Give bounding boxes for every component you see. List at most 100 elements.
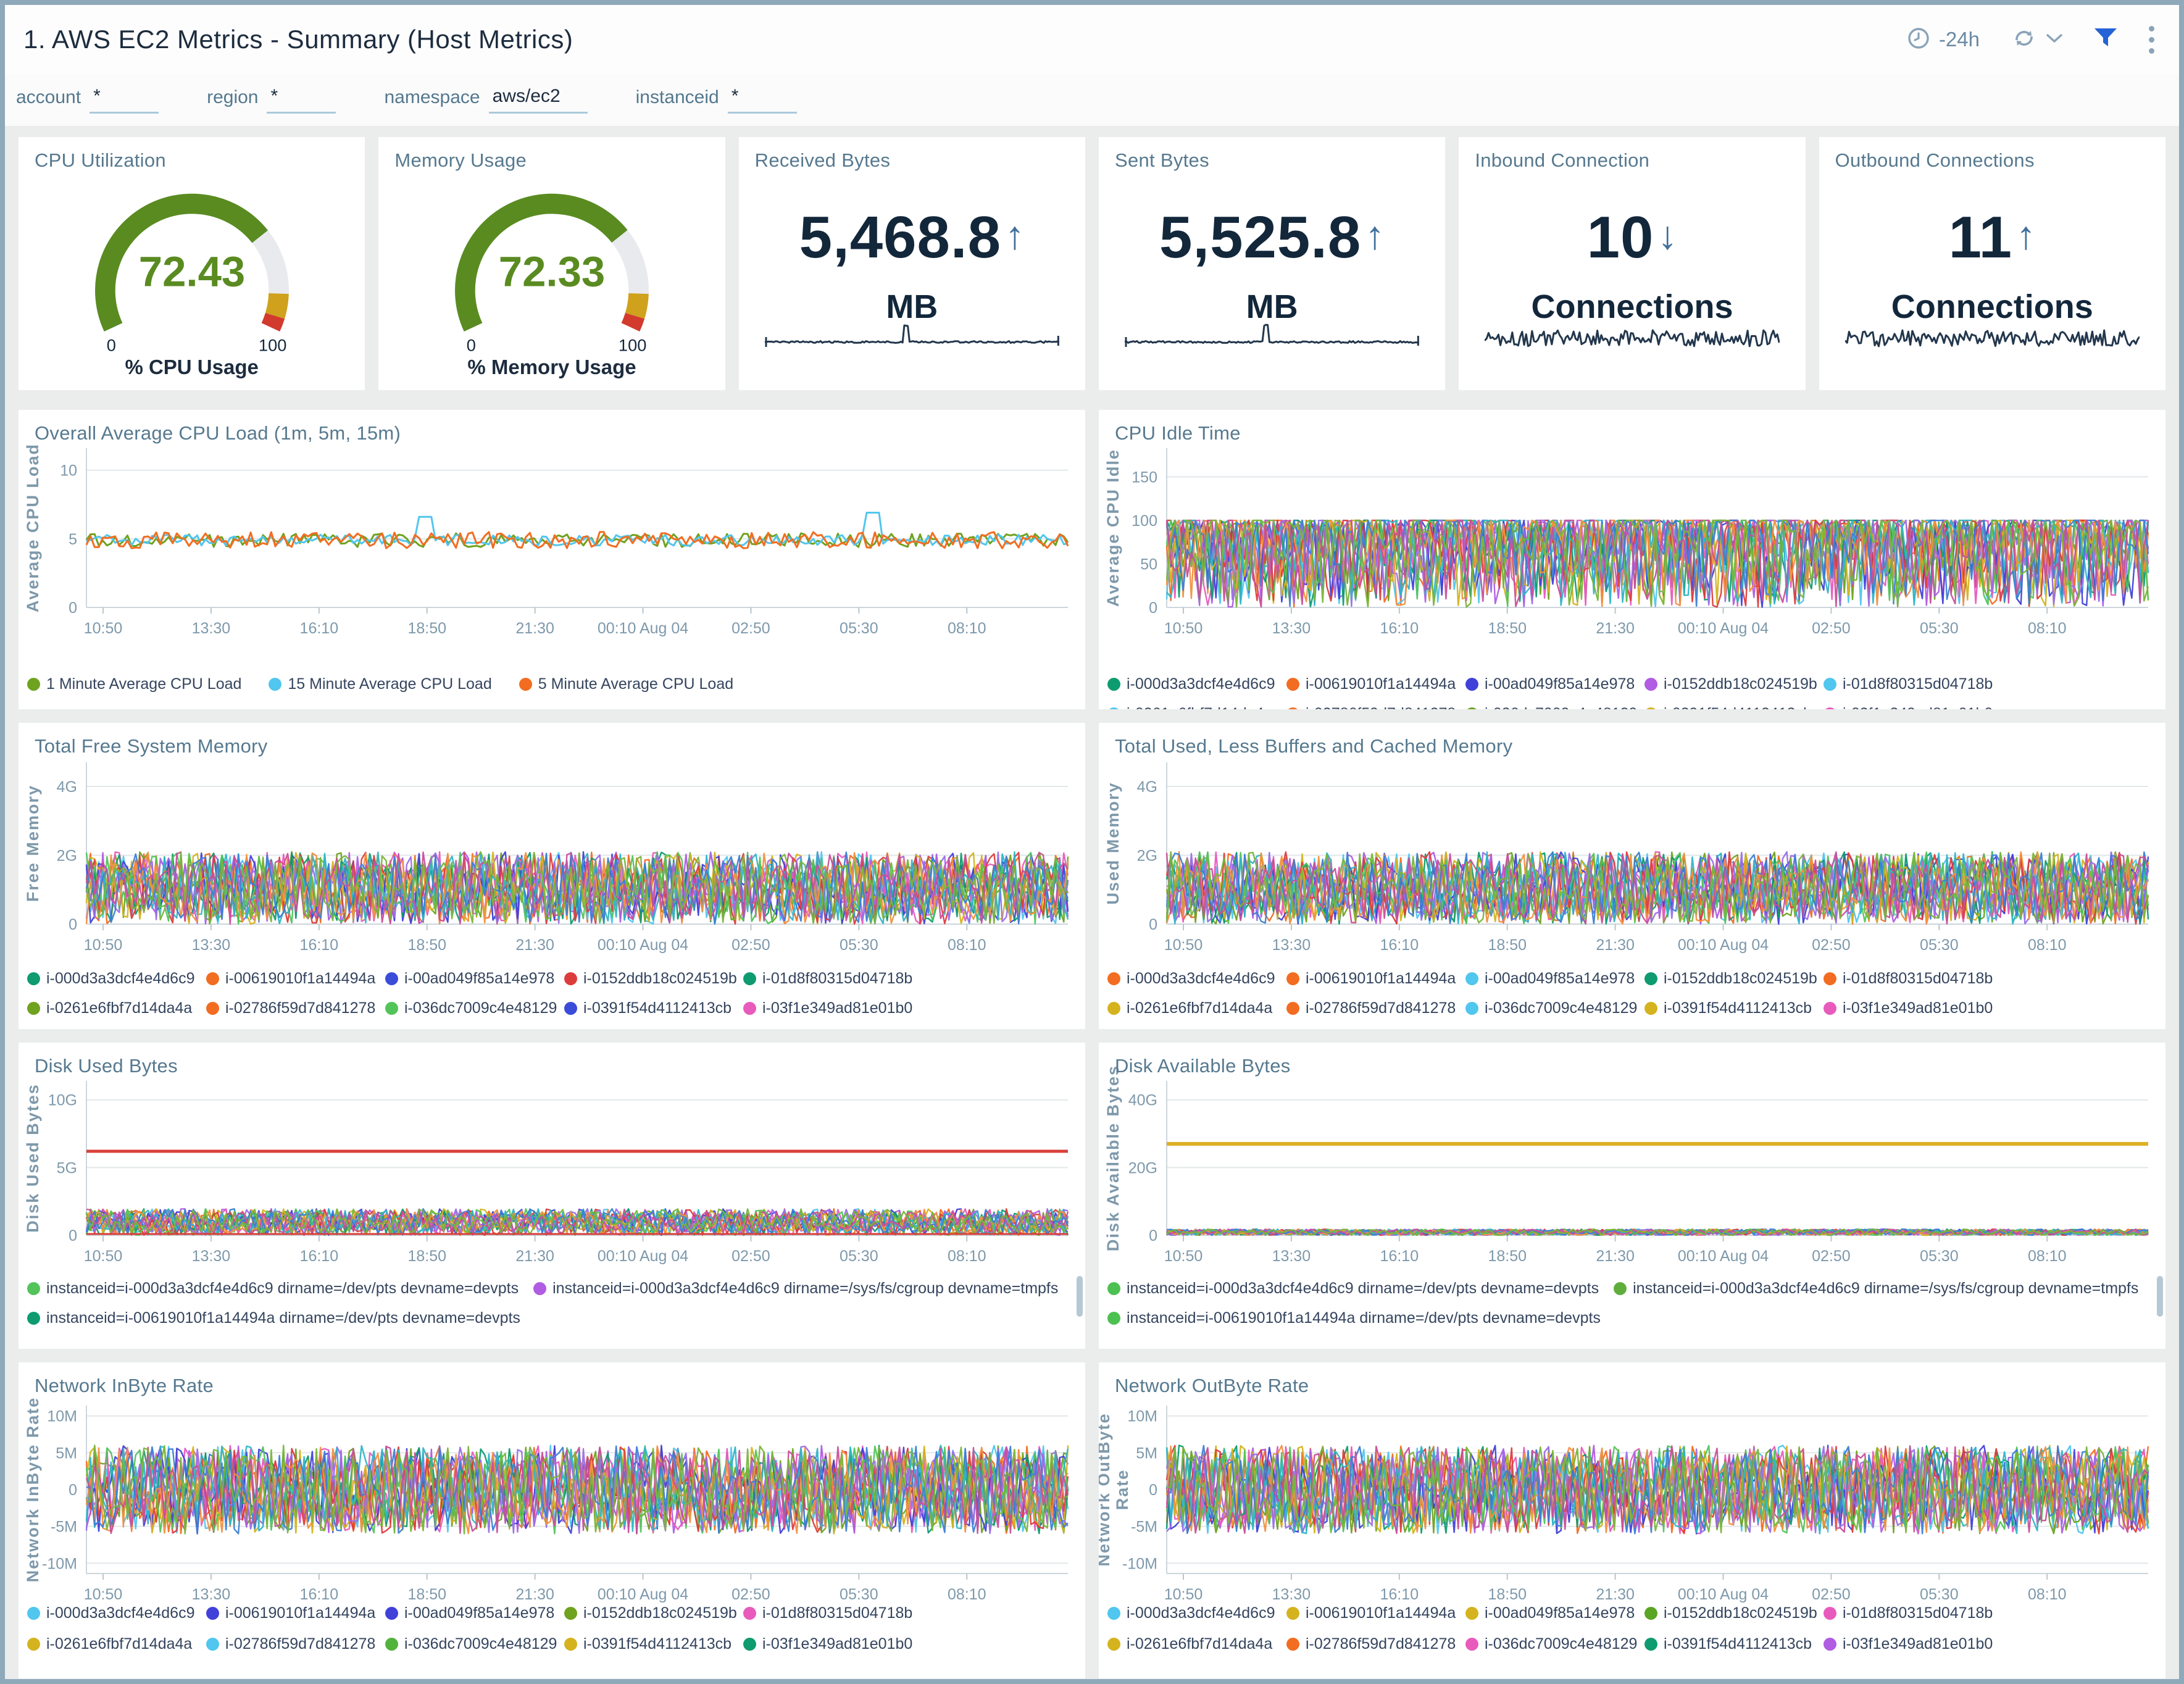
legend-item[interactable]: i-00ad049f85a14e978 bbox=[385, 970, 564, 988]
chart-canvas-used_memory[interactable]: 4G 2G 0 Used Memory 10:50 13:30 16:10 18:50 21:3… bbox=[1099, 738, 2165, 973]
legend-label: i-0261e6fbf7d14da4a bbox=[1127, 1635, 1273, 1653]
legend-item[interactable]: i-036dc7009c4e48129 bbox=[385, 999, 564, 1017]
filter-region-input[interactable]: * bbox=[267, 86, 336, 114]
legend-item[interactable]: i-0391f54d4112413cb bbox=[564, 1635, 743, 1653]
chart-canvas-disk_used[interactable]: 10G 5G 0 Disk Used Bytes 10:50 13:30 16:10 18:5… bbox=[19, 1056, 1085, 1285]
legend-item[interactable]: i-03f1e349ad81e01b0 bbox=[743, 999, 922, 1017]
legend-item[interactable]: i-00ad049f85a14e978 bbox=[1465, 970, 1644, 988]
legend-swatch bbox=[1107, 1312, 1120, 1325]
legend-item[interactable]: i-036dc7009c4e48129 bbox=[1465, 999, 1644, 1017]
chart-canvas-cpu_load[interactable]: 10 5 0 Average CPU Load 10:50 13:30 16:10 18:50… bbox=[19, 423, 1085, 657]
legend-item[interactable]: i-0261e6fbf7d14da4a bbox=[1107, 999, 1286, 1017]
legend-item[interactable]: i-0261e6fbf7d14da4a bbox=[27, 1635, 206, 1653]
svg-text:0: 0 bbox=[69, 1227, 77, 1244]
legend-label: i-01d8f80315d04718b bbox=[1843, 675, 1993, 693]
legend-item[interactable]: i-0261e6fbf7d14da4a bbox=[1107, 705, 1286, 709]
kebab-menu-icon[interactable] bbox=[2149, 25, 2154, 54]
legend-item[interactable]: i-00619010f1a14494a bbox=[206, 1604, 385, 1622]
legend-item[interactable]: i-03f1e349ad81e01b0 bbox=[743, 1635, 922, 1653]
legend-scrollbar-thumb[interactable] bbox=[1077, 1276, 1083, 1317]
chart-canvas-disk_avail[interactable]: 40G 20G 0 Disk Available Bytes 10:50 13:30 16:… bbox=[1099, 1056, 2165, 1285]
legend-item[interactable]: i-0391f54d4112413cb bbox=[1644, 705, 1823, 709]
legend-swatch bbox=[1823, 678, 1836, 691]
legend-item[interactable]: i-0152ddb18c024519b bbox=[564, 1604, 743, 1622]
legend-label: i-02786f59d7d841278 bbox=[1306, 705, 1456, 709]
legend-item[interactable]: i-02786f59d7d841278 bbox=[1286, 1635, 1465, 1653]
filter-instanceid-input[interactable]: * bbox=[727, 86, 797, 114]
legend-item[interactable]: i-01d8f80315d04718b bbox=[743, 1604, 922, 1622]
legend-item[interactable]: i-01d8f80315d04718b bbox=[743, 970, 922, 988]
legend-item[interactable]: i-01d8f80315d04718b bbox=[1823, 1604, 2003, 1622]
legend-item[interactable]: i-02786f59d7d841278 bbox=[206, 1635, 385, 1653]
legend-item[interactable]: i-0391f54d4112413cb bbox=[1644, 999, 1823, 1017]
legend-swatch bbox=[27, 1282, 40, 1295]
chart-canvas-free_memory[interactable]: 4G 2G 0 Free Memory 10:50 13:30 16:10 18:50 21:3… bbox=[19, 738, 1085, 973]
legend-item[interactable]: i-000d3a3dcf4e4d6c9 bbox=[27, 1604, 206, 1622]
legend-item[interactable]: instanceid=i-000d3a3dcf4e4d6c9 dirname=/… bbox=[533, 1280, 1058, 1298]
legend-label: i-0152ddb18c024519b bbox=[1664, 1604, 1817, 1622]
legend: i-000d3a3dcf4e4d6c9 i-00619010f1a14494a i-… bbox=[27, 970, 1067, 1017]
legend-item[interactable]: i-0261e6fbf7d14da4a bbox=[1107, 1635, 1286, 1653]
svg-text:05:30: 05:30 bbox=[840, 620, 878, 637]
legend-item[interactable]: i-01d8f80315d04718b bbox=[1823, 970, 2003, 988]
legend-item[interactable]: i-03f1e349ad81e01b0 bbox=[1823, 999, 2003, 1017]
legend-item[interactable]: instanceid=i-00619010f1a14494a dirname=/… bbox=[1107, 1309, 1601, 1327]
legend-item[interactable]: i-0152ddb18c024519b bbox=[1644, 675, 1823, 693]
legend-item[interactable]: i-0152ddb18c024519b bbox=[1644, 970, 1823, 988]
legend-item[interactable]: i-0152ddb18c024519b bbox=[564, 970, 743, 988]
legend-item[interactable]: i-00ad049f85a14e978 bbox=[1465, 1604, 1644, 1622]
legend-item[interactable]: 1 Minute Average CPU Load bbox=[27, 675, 241, 693]
y-axis-label: Network InByte Rate bbox=[23, 1397, 42, 1583]
legend-item[interactable]: i-036dc7009c4e48129 bbox=[1465, 705, 1644, 709]
legend-item[interactable]: i-000d3a3dcf4e4d6c9 bbox=[27, 970, 206, 988]
svg-text:08:10: 08:10 bbox=[948, 936, 986, 954]
legend-item[interactable]: i-000d3a3dcf4e4d6c9 bbox=[1107, 675, 1286, 693]
svg-text:-5M: -5M bbox=[51, 1519, 77, 1536]
legend-item[interactable]: i-00ad049f85a14e978 bbox=[1465, 675, 1644, 693]
legend-item[interactable]: i-00619010f1a14494a bbox=[1286, 1604, 1465, 1622]
refresh-control[interactable] bbox=[2011, 26, 2062, 54]
legend-item[interactable]: i-036dc7009c4e48129 bbox=[1465, 1635, 1644, 1653]
filter-icon bbox=[2093, 27, 2118, 53]
legend-item[interactable]: i-036dc7009c4e48129 bbox=[385, 1635, 564, 1653]
legend-swatch bbox=[1823, 972, 1836, 985]
legend-item[interactable]: instanceid=i-000d3a3dcf4e4d6c9 dirname=/… bbox=[1614, 1280, 2138, 1298]
legend-swatch bbox=[1644, 707, 1657, 709]
legend-item[interactable]: i-0391f54d4112413cb bbox=[564, 999, 743, 1017]
legend-item[interactable]: instanceid=i-000d3a3dcf4e4d6c9 dirname=/… bbox=[1107, 1280, 1599, 1298]
legend-item[interactable]: 15 Minute Average CPU Load bbox=[269, 675, 492, 693]
legend-item[interactable]: instanceid=i-000d3a3dcf4e4d6c9 dirname=/… bbox=[27, 1280, 519, 1298]
legend-item[interactable]: i-00619010f1a14494a bbox=[206, 970, 385, 988]
svg-text:10:50: 10:50 bbox=[84, 936, 123, 954]
legend-item[interactable]: i-01d8f80315d04718b bbox=[1823, 675, 2003, 693]
legend-item[interactable]: i-00ad049f85a14e978 bbox=[385, 1604, 564, 1622]
legend-label: i-01d8f80315d04718b bbox=[1843, 1604, 1993, 1622]
chart-canvas-cpu_idle[interactable]: 150 100 50 0 Average CPU Idle 10:50 13:30 16:10… bbox=[1099, 423, 2165, 657]
filter-namespace-input[interactable]: aws/ec2 bbox=[488, 86, 588, 114]
legend-item[interactable]: i-00619010f1a14494a bbox=[1286, 970, 1465, 988]
time-range-control[interactable]: -24h bbox=[1907, 27, 1980, 53]
filter-account-input[interactable]: * bbox=[90, 86, 159, 114]
legend-item[interactable]: i-02786f59d7d841278 bbox=[1286, 705, 1465, 709]
legend-swatch bbox=[1286, 1002, 1299, 1015]
legend-item[interactable]: i-0261e6fbf7d14da4a bbox=[27, 999, 206, 1017]
panel-title: Inbound Connection bbox=[1475, 149, 1650, 171]
legend-item[interactable]: i-0152ddb18c024519b bbox=[1644, 1604, 1823, 1622]
svg-text:13:30: 13:30 bbox=[192, 1248, 231, 1265]
legend-item[interactable]: i-00619010f1a14494a bbox=[1286, 675, 1465, 693]
legend-item[interactable]: i-000d3a3dcf4e4d6c9 bbox=[1107, 1604, 1286, 1622]
legend-item[interactable]: i-03f1e349ad81e01b0 bbox=[1823, 705, 2003, 709]
legend-scrollbar-thumb[interactable] bbox=[2157, 1276, 2163, 1317]
legend-item[interactable]: instanceid=i-00619010f1a14494a dirname=/… bbox=[27, 1309, 520, 1327]
legend-swatch bbox=[27, 1607, 40, 1620]
legend-item[interactable]: i-02786f59d7d841278 bbox=[206, 999, 385, 1017]
filter-toggle[interactable] bbox=[2093, 27, 2118, 53]
legend-item[interactable]: i-02786f59d7d841278 bbox=[1286, 999, 1465, 1017]
legend-item[interactable]: 5 Minute Average CPU Load bbox=[519, 675, 733, 693]
legend-item[interactable]: i-0391f54d4112413cb bbox=[1644, 1635, 1823, 1653]
legend-item[interactable]: i-03f1e349ad81e01b0 bbox=[1823, 1635, 2003, 1653]
legend-item[interactable]: i-000d3a3dcf4e4d6c9 bbox=[1107, 970, 1286, 988]
